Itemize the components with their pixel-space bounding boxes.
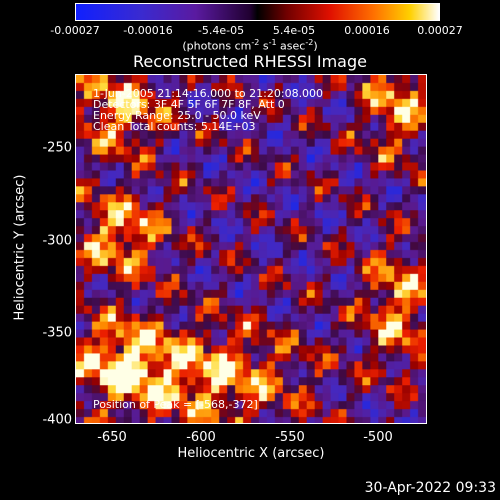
clean-counts-label: Clean Total counts: 5.14E+03 [93, 120, 256, 133]
colorbar [75, 3, 440, 21]
x-tick-label: -550 [275, 430, 305, 445]
timestamp: 30-Apr-2022 09:33 [364, 480, 496, 496]
heatmap-image [76, 75, 426, 423]
peak-position-label: Position of Peak = [-568,-372] [93, 398, 258, 411]
x-tick-label: -600 [186, 430, 216, 445]
colorbar-tick: 0.00016 [344, 24, 390, 37]
x-axis-label: Heliocentric X (arcsec) [177, 446, 325, 461]
colorbar-tick: -5.4e-05 [197, 24, 245, 37]
plot-area: 1-Jun-2005 21:14:16.000 to 21:20:08.000 … [75, 74, 427, 424]
colorbar-unit: (photons cm-2 s-1 asec-2) [182, 38, 318, 53]
chart-title: Reconstructed RHESSI Image [133, 52, 367, 71]
y-tick-label: -400 [42, 412, 72, 428]
colorbar-tick: 5.4e-05 [272, 24, 316, 37]
colorbar-ticks: -0.00027 -0.00016 -5.4e-05 5.4e-05 0.000… [0, 0, 500, 60]
time-range-label: 1-Jun-2005 21:14:16.000 to 21:20:08.000 [93, 87, 324, 100]
y-tick-label: -250 [42, 140, 72, 156]
colorbar-tick: -0.00027 [50, 24, 100, 37]
x-tick-label: -500 [363, 430, 393, 445]
colorbar-tick: 0.00027 [417, 24, 463, 37]
detectors-label: Detectors: 3F 4F 5F 6F 7F 8F, Att 0 [93, 98, 285, 111]
y-axis-label: Heliocentric Y (arcsec) [12, 174, 28, 321]
x-tick-label: -650 [97, 430, 127, 445]
y-tick-label: -350 [42, 325, 72, 341]
energy-range-label: Energy Range: 25.0 - 50.0 keV [93, 109, 261, 122]
colorbar-tick: -0.00016 [123, 24, 173, 37]
y-tick-label: -300 [42, 233, 72, 249]
